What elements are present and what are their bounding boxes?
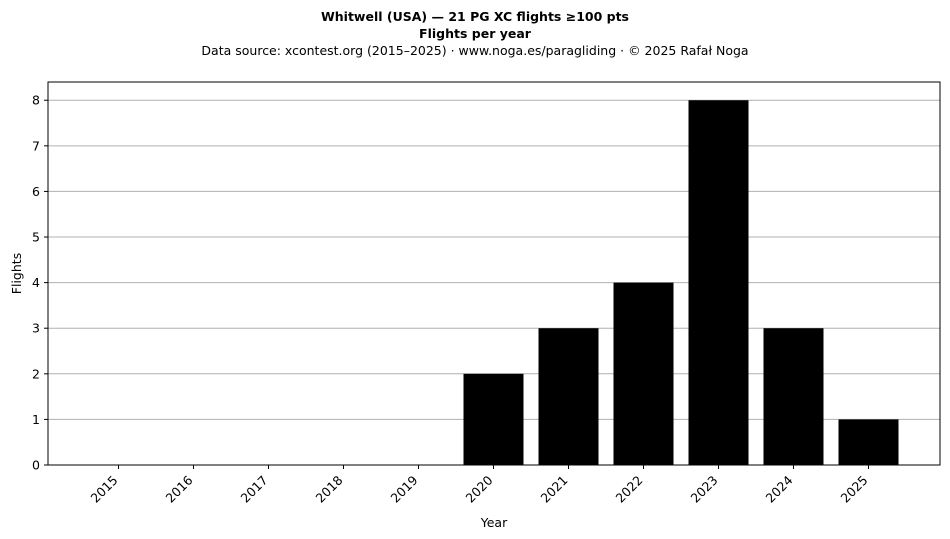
bar-2024 <box>763 328 824 465</box>
y-tick-label: 6 <box>32 184 40 199</box>
y-tick-label: 7 <box>32 138 40 153</box>
y-axis-label: Flights <box>9 253 24 294</box>
chart-subtitle: Flights per year <box>419 26 531 41</box>
x-tick-label: 2019 <box>388 472 421 505</box>
x-tick-label: 2021 <box>538 473 571 506</box>
y-tick-label: 0 <box>32 458 40 473</box>
y-tick-label: 8 <box>32 93 40 108</box>
x-tick-label: 2023 <box>688 473 721 506</box>
bars <box>463 100 899 465</box>
x-tick-label: 2017 <box>238 473 271 506</box>
bar-2020 <box>463 373 524 465</box>
y-tick-label: 2 <box>32 366 40 381</box>
chart-title: Whitwell (USA) — 21 PG XC flights ≥100 p… <box>320 9 630 24</box>
x-axis: 2015 2016 2017 2018 2019 2020 2021 2022 2023 2024… <box>88 465 871 506</box>
plot-frame <box>47 81 941 466</box>
y-tick-label: 5 <box>32 230 40 245</box>
bar-2021 <box>538 328 599 465</box>
x-tick-label: 2024 <box>763 472 796 505</box>
x-tick-label: 2020 <box>463 472 496 505</box>
x-tick-label: 2022 <box>613 473 646 506</box>
bar-2022 <box>613 282 674 465</box>
x-tick-label: 2016 <box>163 472 196 505</box>
x-tick-label: 2018 <box>313 472 346 505</box>
x-tick-label: 2025 <box>838 473 871 506</box>
bar-2025 <box>838 419 899 465</box>
y-axis: 0 1 2 3 4 5 6 7 8 <box>32 93 48 473</box>
y-tick-label: 4 <box>32 275 40 290</box>
x-axis-label: Year <box>480 515 508 530</box>
bar-2023 <box>688 100 749 465</box>
y-tick-label: 1 <box>32 412 40 427</box>
chart-titles: Whitwell (USA) — 21 PG XC flights ≥100 p… <box>0 8 950 59</box>
chart-source-note: Data source: xcontest.org (2015–2025) · … <box>201 43 749 58</box>
x-tick-label: 2015 <box>88 473 121 506</box>
y-tick-label: 3 <box>32 321 40 336</box>
